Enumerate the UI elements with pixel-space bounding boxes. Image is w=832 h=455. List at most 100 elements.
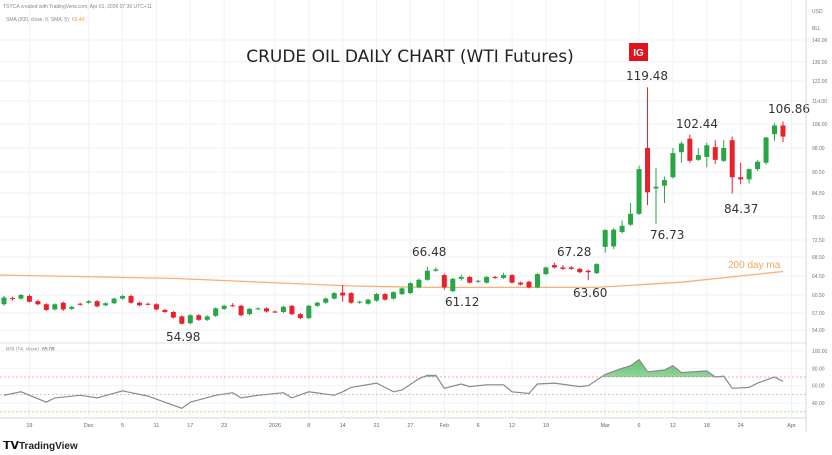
candle-down <box>136 301 142 307</box>
candle-body <box>450 278 456 292</box>
price-axis[interactable]: 140.00 130.00 122.00 114.00 106.00 98.00 90.50… <box>812 38 828 334</box>
candle-body <box>746 169 752 180</box>
candle-body <box>18 295 24 299</box>
candle-up <box>18 294 24 300</box>
candle-body <box>619 225 625 232</box>
candle-up <box>306 304 312 320</box>
candle-up <box>204 315 210 321</box>
time-tick-label: Apr <box>787 423 796 429</box>
candle-body <box>1 297 7 305</box>
candle-up <box>678 141 684 163</box>
time-axis[interactable]: 19 Dec 5 11 17 23 2026 8 14 21 27 Feb 6 12 19 Mar 6 12 18 2… <box>26 423 796 429</box>
candle-up <box>543 266 549 276</box>
candle-up <box>69 305 75 310</box>
rsi-pane: 100.00 80.00 60.00 40.00 <box>0 349 828 413</box>
svg-text:IG: IG <box>633 48 644 59</box>
annotation: 67.28 <box>557 245 591 259</box>
annotation: 76.73 <box>650 228 684 242</box>
candle-body <box>153 304 159 310</box>
time-tick-label: 14 <box>340 423 346 429</box>
candle-body <box>484 276 490 283</box>
created-line: TSYCA created with TradingView.com, Apr … <box>3 4 152 10</box>
candle-body <box>120 296 126 299</box>
candle-body <box>628 213 634 225</box>
candle-up <box>450 277 456 293</box>
candle-down <box>551 262 557 269</box>
candle-down <box>77 302 83 306</box>
candle-body <box>306 305 312 319</box>
unit-label: BLL <box>812 26 821 32</box>
price-tick-label: 84.50 <box>812 191 825 197</box>
price-tick-label: 98.00 <box>812 146 825 152</box>
tradingview-logo: 𝗧𝗩 TradingView <box>3 440 78 452</box>
annotation: 102.44 <box>676 117 718 131</box>
candle-up <box>763 136 769 165</box>
candle-up <box>661 176 667 203</box>
candle-body <box>602 230 608 247</box>
annotation: 106.86 <box>768 102 810 116</box>
candle-down <box>568 266 574 270</box>
price-tick-label: 122.00 <box>812 79 828 85</box>
candle-up <box>628 203 634 226</box>
candle-body <box>9 298 15 300</box>
candle-down <box>441 273 447 290</box>
rsi-tick-label: 60.00 <box>812 384 825 390</box>
candle-up <box>399 287 405 295</box>
candle-body <box>187 315 193 324</box>
candle-up <box>475 279 481 284</box>
candle-up <box>458 274 464 281</box>
candle-up <box>221 304 227 310</box>
candle-up <box>594 263 600 275</box>
candle-body <box>755 161 761 170</box>
candle-body <box>424 270 430 280</box>
time-tick-label: 17 <box>187 423 193 429</box>
candle-body <box>357 301 363 303</box>
candle-down <box>712 140 718 164</box>
candle-up <box>611 228 617 249</box>
candle-body <box>568 267 574 269</box>
candle-body <box>526 281 532 288</box>
time-tick-label: 12 <box>670 423 676 429</box>
candle-down <box>179 315 185 325</box>
candle-body <box>170 311 176 318</box>
candle-body <box>475 280 481 282</box>
sma-label: 200 day ma <box>728 260 781 271</box>
candle-body <box>179 316 185 324</box>
candle-up <box>636 165 642 215</box>
time-tick-label: 2026 <box>269 423 281 429</box>
candle-body <box>543 267 549 275</box>
time-tick-label: 24 <box>738 423 744 429</box>
candle-body <box>518 282 524 285</box>
candle-body <box>416 279 422 288</box>
candle-up <box>213 307 219 317</box>
candle-body <box>645 148 651 193</box>
price-tick-label: 114.00 <box>812 99 827 105</box>
candle-body <box>221 305 227 309</box>
candle-down <box>518 281 524 286</box>
sma-legend: SMA (200, close, 0, SMA, 5) 65.44 <box>6 17 85 23</box>
candle-up <box>391 291 396 300</box>
candle-body <box>162 309 168 312</box>
candle-body <box>60 302 66 310</box>
candle-body <box>230 305 236 307</box>
chart-title: CRUDE OIL DAILY CHART (WTI Futures) <box>246 47 574 67</box>
time-tick-label: 19 <box>26 423 32 429</box>
annotation: 61.12 <box>445 295 479 309</box>
candle-up <box>357 300 363 304</box>
candle-body <box>729 140 735 178</box>
candle-body <box>94 301 100 307</box>
candle-up <box>323 297 329 304</box>
price-tick-label: 72.50 <box>812 238 825 244</box>
candle-body <box>661 180 667 186</box>
rsi-tick-label: 80.00 <box>812 366 825 372</box>
candle-body <box>678 143 684 153</box>
candle-up <box>484 276 490 284</box>
candle-body <box>772 125 778 135</box>
candle-body <box>687 138 693 161</box>
time-tick-label: 5 <box>121 423 124 429</box>
price-tick-label: 54.00 <box>812 328 825 334</box>
candle-body <box>653 186 659 189</box>
time-tick-label: 8 <box>307 423 310 429</box>
candle-body <box>594 264 600 274</box>
